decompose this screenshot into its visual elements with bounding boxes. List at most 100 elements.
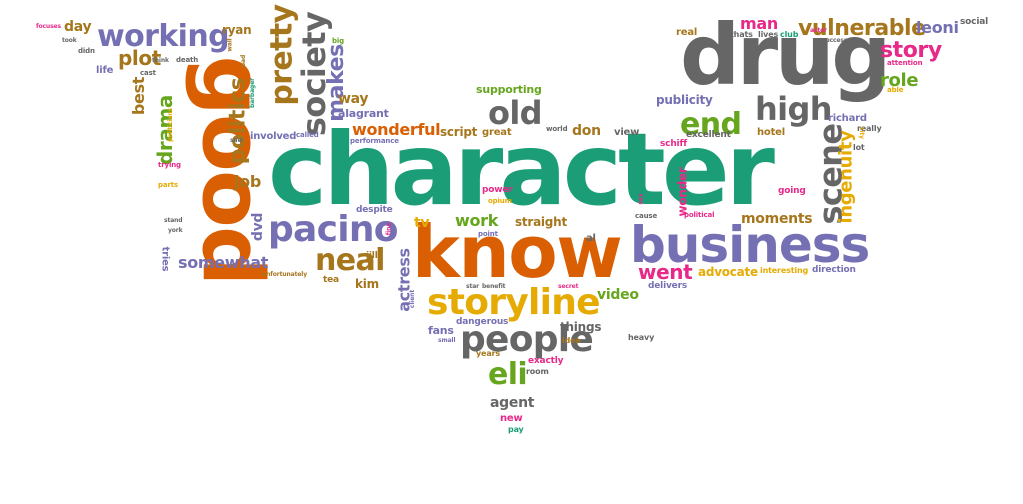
word-client: client <box>409 289 417 309</box>
word-story: story <box>880 38 942 63</box>
word-saw: saw <box>230 137 243 144</box>
word-alagrant: alagrant <box>338 107 389 120</box>
word-lives: lives <box>758 30 779 39</box>
word-video: video <box>597 287 639 303</box>
word-involved: involved <box>250 131 297 142</box>
word-schiff: schiff <box>660 139 687 149</box>
word-barbager: barbager <box>249 77 257 109</box>
word-jill: jill <box>366 251 378 261</box>
word-bad: bad <box>240 54 248 68</box>
word-despite: despite <box>356 205 393 215</box>
word-opium: opium <box>488 197 512 205</box>
word-fine: fine <box>385 222 393 236</box>
word-club: club <box>780 30 799 39</box>
word-don: don <box>572 123 601 139</box>
word-man: man <box>740 14 778 33</box>
word-exactly: exactly <box>528 356 564 366</box>
word-political: political <box>684 211 715 219</box>
word-cause: cause <box>635 212 658 220</box>
word-way: way <box>338 91 369 107</box>
word-star: star <box>466 283 479 290</box>
word-tries: tries <box>159 246 171 272</box>
word-lot: lot <box>853 143 865 152</box>
word-years: years <box>476 349 500 358</box>
word-performance: performance <box>350 137 399 145</box>
word-york: york <box>168 227 183 234</box>
word-think: think <box>152 57 169 64</box>
word-idea: idea <box>562 336 581 345</box>
word-script: script <box>440 125 478 139</box>
word-great: great <box>482 127 512 138</box>
word-somewhat: somewhat <box>178 253 269 272</box>
word-know: know <box>412 210 623 294</box>
word-agent: agent <box>490 395 535 411</box>
word-tv: tv <box>414 215 430 231</box>
word-business: business <box>630 216 870 274</box>
word-straight: straight <box>515 215 567 229</box>
word-world: world <box>546 125 568 133</box>
word-fans: fans <box>428 324 454 337</box>
word-focuses: focuses <box>36 23 61 30</box>
word-people: people <box>460 319 594 360</box>
word-power: power <box>482 185 513 195</box>
word-role: role <box>880 70 919 91</box>
word-advocate: advocate <box>698 265 758 279</box>
word-city: city <box>857 127 865 139</box>
word-didn: didn <box>78 47 95 55</box>
word-parts: parts <box>158 181 178 189</box>
word-attention: attention <box>887 59 923 67</box>
word-view: view <box>614 127 640 138</box>
word-heavy: heavy <box>628 333 655 342</box>
word-thats: thats <box>730 30 753 39</box>
word-richard: richard <box>828 113 867 124</box>
word-interesting: interesting <box>760 266 809 275</box>
word-neal: neal <box>315 243 385 278</box>
word-really: really <box>857 124 882 133</box>
word-character: character <box>268 111 775 228</box>
word-new: new <box>500 413 523 424</box>
word-al: al <box>586 233 596 244</box>
word-pacino: pacino <box>268 209 399 250</box>
word-stand: stand <box>164 217 183 224</box>
word-actor: actor <box>810 27 827 34</box>
word-dvd: dvd <box>250 212 267 242</box>
word-day: day <box>64 19 92 35</box>
word-wonder: wonder <box>675 167 690 217</box>
word-politics: politics <box>225 77 251 165</box>
word-called: called <box>296 131 319 139</box>
word-cast: cast <box>140 69 156 77</box>
word-plot: plot <box>118 46 161 70</box>
word-life: life <box>96 65 114 76</box>
word-ryan: ryan <box>222 23 252 37</box>
word-real: real <box>676 27 698 38</box>
word-things: things <box>560 320 602 334</box>
word-politicians: politicians <box>166 108 174 142</box>
word-work: work <box>455 211 499 230</box>
word-working: working <box>97 19 230 54</box>
word-took: took <box>62 37 77 44</box>
word-wonderful: wonderful <box>352 120 441 139</box>
word-drug: drug <box>680 6 891 104</box>
word-small: small <box>438 337 456 344</box>
word-tea: tea <box>323 275 339 285</box>
word-kim: kim <box>355 277 379 291</box>
word-wall: wall <box>226 38 234 52</box>
word-going: going <box>778 186 806 196</box>
word-publicity: publicity <box>656 93 713 107</box>
word-point: point <box>478 230 498 238</box>
word-moments: moments <box>741 211 813 227</box>
word-supporting: supporting <box>476 83 542 96</box>
word-went: went <box>638 260 693 284</box>
word-secret: secret <box>558 283 579 290</box>
word-room: room <box>526 367 549 376</box>
word-success: success <box>822 37 848 44</box>
word-trying: trying <box>158 161 181 169</box>
word-job: job <box>234 172 261 191</box>
word-able: able <box>887 86 904 94</box>
word-storyline: storyline <box>427 282 601 323</box>
word-big: big <box>332 37 345 45</box>
word-pretty: pretty <box>264 4 300 106</box>
word-unfortunately: unfortunately <box>262 271 308 278</box>
word-vulnerable: vulnerable <box>798 16 926 41</box>
